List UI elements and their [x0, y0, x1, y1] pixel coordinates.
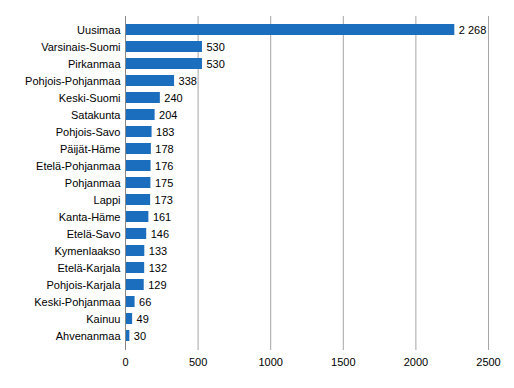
svg-text:Lappi: Lappi — [94, 194, 121, 206]
svg-text:173: 173 — [155, 194, 173, 206]
svg-text:146: 146 — [151, 228, 169, 240]
svg-text:178: 178 — [155, 143, 173, 155]
svg-text:Päijät-Häme: Päijät-Häme — [60, 143, 121, 155]
svg-text:133: 133 — [149, 245, 167, 257]
svg-text:Keski-Pohjanmaa: Keski-Pohjanmaa — [34, 296, 121, 308]
svg-text:2000: 2000 — [404, 356, 428, 368]
svg-text:Kymenlaakso: Kymenlaakso — [54, 245, 120, 257]
svg-text:1000: 1000 — [258, 356, 282, 368]
svg-text:240: 240 — [164, 92, 182, 104]
svg-text:530: 530 — [206, 41, 224, 53]
svg-text:161: 161 — [153, 211, 171, 223]
svg-text:204: 204 — [159, 109, 177, 121]
svg-text:Pohjois-Pohjanmaa: Pohjois-Pohjanmaa — [25, 75, 121, 87]
svg-text:175: 175 — [155, 177, 173, 189]
svg-text:Satakunta: Satakunta — [71, 109, 121, 121]
svg-text:183: 183 — [156, 126, 174, 138]
svg-text:Pirkanmaa: Pirkanmaa — [68, 58, 121, 70]
svg-text:530: 530 — [206, 58, 224, 70]
svg-text:66: 66 — [139, 296, 151, 308]
svg-text:2500: 2500 — [476, 356, 500, 368]
svg-text:Etelä-Karjala: Etelä-Karjala — [58, 262, 122, 274]
svg-text:Etelä-Pohjanmaa: Etelä-Pohjanmaa — [36, 160, 121, 172]
svg-text:Ahvenanmaa: Ahvenanmaa — [56, 330, 122, 342]
svg-text:1500: 1500 — [331, 356, 355, 368]
svg-text:500: 500 — [189, 356, 207, 368]
svg-text:Kanta-Häme: Kanta-Häme — [59, 211, 121, 223]
svg-text:Pohjois-Savo: Pohjois-Savo — [56, 126, 121, 138]
svg-text:2 268: 2 268 — [459, 24, 487, 36]
svg-text:338: 338 — [179, 75, 197, 87]
svg-text:30: 30 — [134, 330, 146, 342]
svg-text:Pohjanmaa: Pohjanmaa — [65, 177, 122, 189]
svg-text:176: 176 — [155, 160, 173, 172]
svg-text:Pohjois-Karjala: Pohjois-Karjala — [47, 279, 122, 291]
svg-text:129: 129 — [148, 279, 166, 291]
svg-text:132: 132 — [149, 262, 167, 274]
svg-text:Uusimaa: Uusimaa — [77, 24, 121, 36]
svg-text:Etelä-Savo: Etelä-Savo — [67, 228, 121, 240]
svg-text:0: 0 — [122, 356, 128, 368]
svg-text:Keski-Suomi: Keski-Suomi — [59, 92, 121, 104]
svg-text:Varsinais-Suomi: Varsinais-Suomi — [41, 41, 120, 53]
svg-text:Kainuu: Kainuu — [86, 313, 120, 325]
svg-text:49: 49 — [137, 313, 149, 325]
